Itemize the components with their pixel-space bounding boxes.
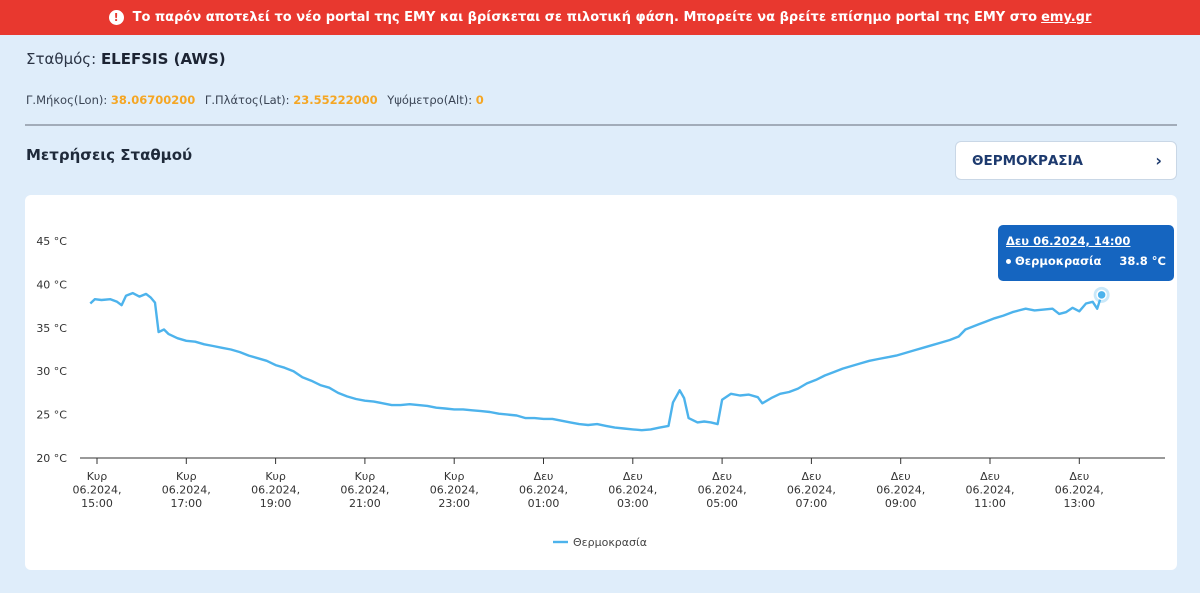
x-tick-label: Δευ 06.2024, 07:00 <box>787 470 836 510</box>
x-tick-label: Δευ 06.2024, 11:00 <box>966 470 1015 510</box>
emy-link[interactable]: emy.gr <box>1041 10 1092 25</box>
y-tick-label: 45 °C <box>36 235 67 248</box>
tooltip-series: Θερμοκρασία <box>1015 254 1102 268</box>
x-tick-label: Δευ 06.2024, 01:00 <box>519 470 568 510</box>
pilot-banner: ! Το παρόν αποτελεί το νέο portal της ΕΜ… <box>0 0 1200 35</box>
y-tick-label: 35 °C <box>36 322 67 335</box>
station-title: Σταθμός: ELEFSIS (AWS) <box>26 50 226 68</box>
y-tick-label: 40 °C <box>36 278 67 291</box>
alt-label: Υψόμετρο(Alt): <box>387 93 473 107</box>
chart-card: 20 °C 25 °C 30 °C 35 °C 40 °C 45 °C Κυρ 06.2024… <box>25 195 1177 570</box>
alert-circle-icon: ! <box>108 10 124 25</box>
chart-tooltip: Δευ 06.2024, 14:00 Θερμοκρασία 38.8 °C <box>998 225 1174 281</box>
x-tick-label: Δευ 06.2024, 03:00 <box>608 470 657 510</box>
tooltip-date: Δευ 06.2024, 14:00 <box>1006 234 1131 248</box>
lon-label: Γ.Μήκος(Lon): <box>26 93 108 107</box>
x-tick-label: Κυρ 06.2024, 21:00 <box>340 470 389 510</box>
tooltip-value: 38.8 °C <box>1119 254 1166 268</box>
divider <box>25 124 1177 126</box>
lat-value: 23.55222000 <box>293 93 378 107</box>
lat-label: Γ.Πλάτος(Lat): <box>204 93 290 107</box>
x-tick-label: Κυρ 06.2024, 15:00 <box>73 470 122 510</box>
series-dot-icon <box>1006 259 1011 264</box>
chevron-right-icon: › <box>1155 151 1162 170</box>
x-tick-label: Κυρ 06.2024, 23:00 <box>430 470 479 510</box>
measurements-title: Μετρήσεις Σταθμού <box>26 146 193 164</box>
temperature-series-line <box>89 291 1103 432</box>
y-tick-label: 20 °C <box>36 452 67 465</box>
station-name: ELEFSIS (AWS) <box>100 50 226 68</box>
x-tick-label: Κυρ 06.2024, 19:00 <box>251 470 300 510</box>
y-tick-label: 30 °C <box>36 365 67 378</box>
x-tick-label: Κυρ 06.2024, 17:00 <box>162 470 211 510</box>
x-tick-label: Δευ 06.2024, 05:00 <box>698 470 747 510</box>
temperature-chart[interactable]: 20 °C 25 °C 30 °C 35 °C 40 °C 45 °C Κυρ 06.2024… <box>25 195 1177 570</box>
legend-label: Θερμοκρασία <box>573 536 647 549</box>
tooltip-row: Θερμοκρασία 38.8 °C <box>1006 254 1166 268</box>
y-tick-label: 25 °C <box>36 409 67 422</box>
selector-label: ΘΕΡΜΟΚΡΑΣΙΑ <box>972 152 1083 169</box>
highlight-point <box>1096 289 1107 301</box>
lon-value: 38.06700200 <box>110 93 196 107</box>
x-tick-label: Δευ 06.2024, 09:00 <box>876 470 925 510</box>
banner-text: Το παρόν αποτελεί το νέο portal της ΕΜΥ … <box>132 10 1038 25</box>
measurement-type-selector[interactable]: ΘΕΡΜΟΚΡΑΣΙΑ › <box>955 141 1177 180</box>
alt-value: 0 <box>475 93 484 107</box>
station-coords: Γ.Μήκος(Lon): 38.06700200 Γ.Πλάτος(Lat):… <box>26 93 490 107</box>
station-label: Σταθμός: <box>26 50 97 68</box>
x-tick-label: Δευ 06.2024, 13:00 <box>1055 470 1104 510</box>
